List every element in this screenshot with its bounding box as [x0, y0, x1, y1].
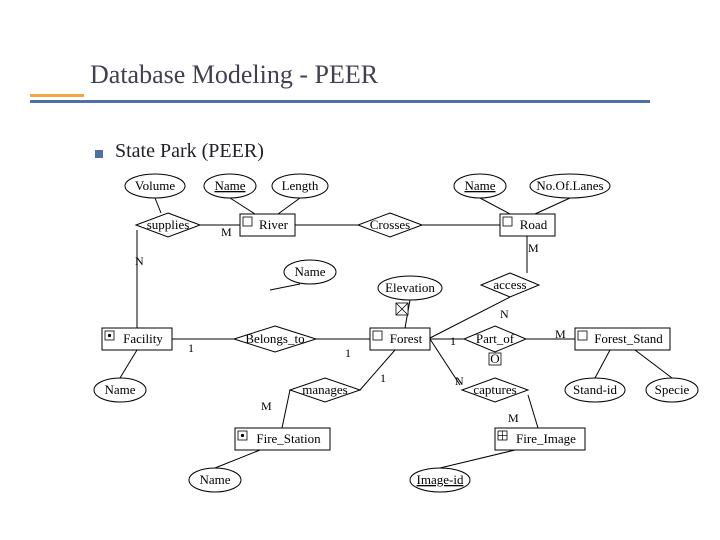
entity-label: River — [259, 217, 289, 232]
er-diagram: Volume Name Length Name No.Of.Lanes Name Eleva… — [60, 170, 700, 530]
edge — [595, 350, 610, 378]
attribute-label: Name — [104, 382, 135, 397]
attribute-label: Name — [199, 472, 230, 487]
attribute-label: Image-id — [417, 472, 464, 487]
relationship-label: access — [493, 277, 526, 292]
bullet-icon — [95, 150, 103, 158]
attribute-label: Name — [294, 264, 325, 279]
cardinality-label: M — [261, 399, 272, 413]
edge — [215, 450, 260, 468]
title-underline — [30, 94, 650, 106]
dot-icon — [108, 334, 111, 337]
attribute-label: Volume — [135, 178, 175, 193]
edge — [155, 198, 161, 213]
edge — [270, 284, 300, 290]
cardinality-label: 1 — [345, 346, 351, 360]
relationship-label: captures — [473, 382, 516, 397]
attribute-label: Length — [282, 178, 319, 193]
edge — [480, 198, 510, 214]
cardinality-label: N — [135, 254, 144, 268]
cardinality-label: 1 — [380, 371, 386, 385]
entity-marker-icon — [243, 217, 252, 226]
edge — [360, 350, 395, 390]
page-title: Database Modeling - PEER — [90, 60, 378, 90]
relationship-label: Part_of — [476, 331, 515, 346]
entity-label: Road — [520, 217, 548, 232]
cardinality-label: M — [221, 225, 232, 239]
cardinality-label: M — [508, 411, 519, 425]
edge — [528, 395, 538, 428]
cardinality-label: 1 — [450, 334, 456, 348]
attribute-label: Stand-id — [573, 382, 618, 397]
entity-label: Forest_Stand — [594, 331, 663, 346]
cardinality-label: 1 — [188, 341, 194, 355]
attribute-label: Name — [214, 178, 245, 193]
edge — [635, 350, 672, 378]
cardinality-label: M — [555, 327, 566, 341]
edge — [440, 450, 515, 468]
entity-label: Forest — [390, 331, 423, 346]
relationship-label: supplies — [147, 217, 190, 232]
subtitle: State Park (PEER) — [115, 140, 264, 163]
entity-label: Fire_Image — [516, 431, 576, 446]
underline-long — [30, 100, 650, 103]
entity-marker-icon — [373, 331, 382, 340]
dot-icon — [241, 434, 244, 437]
entity-label: Fire_Station — [256, 431, 321, 446]
svg-text:O: O — [490, 351, 499, 366]
attribute-label: Specie — [655, 382, 690, 397]
edge — [282, 390, 290, 428]
cardinality-label: N — [455, 374, 464, 388]
edge — [230, 198, 255, 214]
attribute-label: Elevation — [385, 280, 435, 295]
entity-marker-icon — [503, 217, 512, 226]
relationship-label: manages — [302, 382, 347, 397]
attribute-label: No.Of.Lanes — [536, 178, 603, 193]
edge — [120, 350, 137, 378]
cardinality-label: M — [528, 241, 539, 255]
relationship-label: Belongs_to — [245, 331, 304, 346]
entity-label: Facility — [123, 331, 163, 346]
underline-short — [30, 94, 84, 97]
edge — [278, 198, 300, 214]
cardinality-label: N — [500, 307, 509, 321]
entity-marker-icon — [578, 331, 587, 340]
edge — [535, 198, 570, 214]
attribute-label: Name — [464, 178, 495, 193]
relationship-label: Crosses — [370, 217, 410, 232]
